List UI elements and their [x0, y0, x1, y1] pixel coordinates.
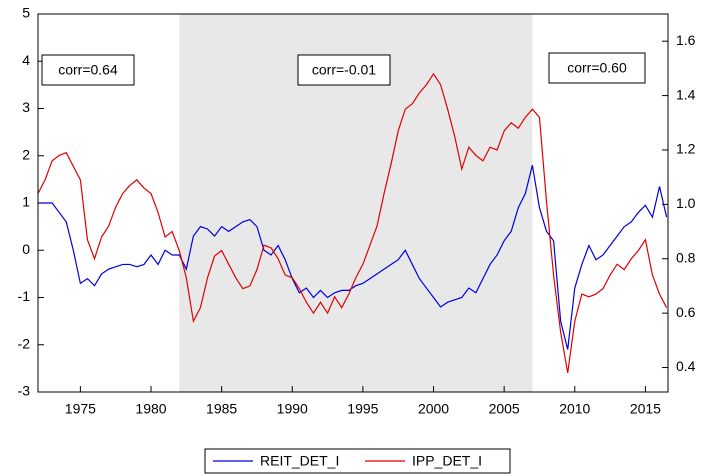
y-tick-label: 0	[22, 241, 30, 257]
x-tick-label: 2005	[489, 401, 520, 417]
y2-tick-label: 0.6	[676, 304, 696, 320]
x-tick-label: 1990	[277, 401, 308, 417]
x-tick-label: 1985	[206, 401, 237, 417]
y-tick-label: -2	[18, 335, 31, 351]
annotation: corr=0.60	[567, 60, 627, 76]
x-tick-label: 1995	[347, 401, 378, 417]
y-tick-label: -3	[18, 383, 31, 399]
x-tick-label: 1975	[65, 401, 96, 417]
legend-box	[204, 448, 511, 474]
legend-label: IPP_DET_I	[412, 453, 482, 469]
y2-tick-label: 0.4	[676, 358, 696, 374]
x-tick-label: 1980	[135, 401, 166, 417]
y2-tick-label: 1.4	[676, 86, 696, 102]
y-tick-label: 4	[22, 52, 30, 68]
x-tick-label: 2010	[559, 401, 590, 417]
annotation-box	[297, 54, 391, 86]
series-line	[37, 72, 668, 374]
y2-tick-label: 1.2	[676, 141, 696, 157]
y-tick-label: -1	[18, 288, 31, 304]
annotation-box	[41, 54, 135, 86]
y-tick-label: 5	[22, 5, 30, 21]
x-tick-label: 2000	[418, 401, 449, 417]
y-tick-label: 1	[22, 194, 30, 210]
y2-tick-label: 1.6	[676, 32, 696, 48]
plot-frame	[37, 13, 669, 393]
annotation: corr=-0.01	[312, 62, 376, 78]
y2-tick-label: 1.0	[676, 195, 696, 211]
legend-label: REIT_DET_I	[260, 453, 339, 469]
y-tick-label: 3	[22, 99, 30, 115]
y-tick-label: 2	[22, 146, 30, 162]
annotation-box	[548, 52, 646, 84]
annotation: corr=0.64	[58, 62, 118, 78]
y2-tick-label: 0.8	[676, 249, 696, 265]
x-tick-label: 2015	[630, 401, 661, 417]
series-line	[38, 165, 668, 350]
